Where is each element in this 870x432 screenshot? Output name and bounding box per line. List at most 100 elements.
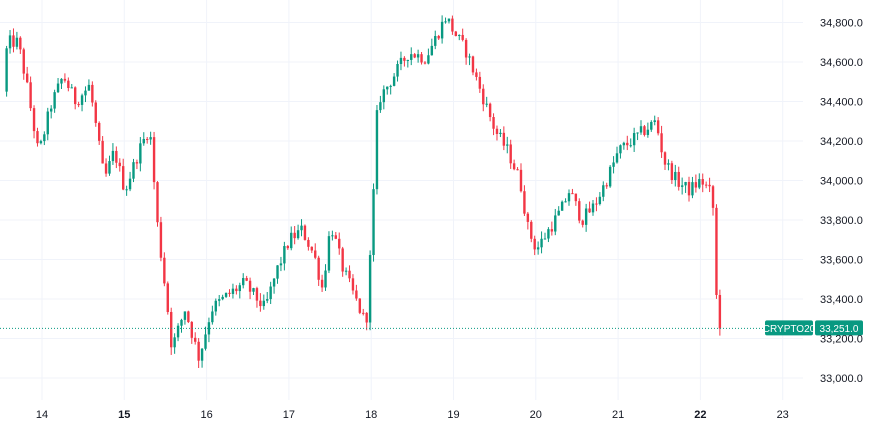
x-tick-label: 15 xyxy=(118,409,130,421)
candle-body xyxy=(382,89,386,103)
candle-body xyxy=(125,189,128,191)
candle-body xyxy=(403,57,406,61)
candle-body xyxy=(170,311,173,348)
candle-body xyxy=(485,103,488,105)
candle-body xyxy=(581,220,584,225)
candle-body xyxy=(667,163,670,165)
candle-body xyxy=(173,337,176,348)
candle-body xyxy=(320,279,324,288)
candle-body xyxy=(279,263,283,266)
candle-body xyxy=(543,238,547,240)
candle-body xyxy=(420,54,423,63)
candle-body xyxy=(523,191,526,214)
candle-body xyxy=(36,131,39,144)
candle-body xyxy=(22,49,25,74)
candle-body xyxy=(49,108,53,112)
candle-body xyxy=(547,229,550,239)
candle-body xyxy=(77,104,80,106)
candle-body xyxy=(643,126,646,135)
x-tick-label: 19 xyxy=(447,409,459,421)
candle-body xyxy=(355,290,358,299)
candle-body xyxy=(584,208,588,225)
candle-body xyxy=(8,35,12,49)
candle-body xyxy=(97,122,101,141)
candle-body xyxy=(207,322,211,335)
candle-body xyxy=(622,142,626,146)
x-tick-label: 21 xyxy=(612,409,624,421)
candle-body xyxy=(694,182,698,188)
candle-body xyxy=(324,270,327,288)
candle-body xyxy=(626,142,629,146)
candle-body xyxy=(499,132,502,134)
y-tick-label: 34,000.0 xyxy=(820,176,863,188)
candle-body xyxy=(300,225,303,231)
candle-body xyxy=(437,35,440,39)
candle-body xyxy=(413,54,416,58)
candle-body xyxy=(478,76,482,89)
candle-body xyxy=(139,143,142,164)
candle-body xyxy=(430,45,434,56)
candle-body xyxy=(25,73,29,83)
candle-body xyxy=(687,181,691,196)
candle-body xyxy=(639,126,643,133)
y-tick-label: 33,400.0 xyxy=(820,294,863,306)
candle-body xyxy=(427,55,430,64)
candle-body xyxy=(663,152,667,165)
candle-body xyxy=(646,129,650,135)
candle-body xyxy=(108,161,111,174)
candle-body xyxy=(135,162,139,164)
candle-body xyxy=(142,138,145,144)
candle-body xyxy=(29,82,32,109)
candle-body xyxy=(180,319,183,326)
candle-body xyxy=(677,171,680,187)
time-axis[interactable]: 14 15 16 17 18 19 20 21 22 23 xyxy=(36,409,789,421)
candle-body xyxy=(434,35,437,46)
y-tick-label: 34,800.0 xyxy=(820,18,863,30)
x-tick-label: 20 xyxy=(530,409,542,421)
candle-body xyxy=(475,72,478,77)
candle-body xyxy=(262,300,265,307)
y-tick-label: 33,200.0 xyxy=(820,334,863,346)
x-tick-label: 22 xyxy=(694,409,706,421)
candle-body xyxy=(238,285,241,292)
candle-body xyxy=(447,18,451,22)
symbol-tag xyxy=(765,320,813,336)
y-tick-label: 34,400.0 xyxy=(820,97,863,109)
candle-body xyxy=(73,87,77,105)
candle-body xyxy=(94,102,97,123)
candle-body xyxy=(341,248,344,272)
candle-body xyxy=(629,145,632,147)
candle-body xyxy=(351,278,355,291)
candle-body xyxy=(5,48,8,92)
candle-body xyxy=(80,95,84,105)
candle-body xyxy=(338,238,341,249)
candle-body xyxy=(718,294,722,329)
candle-body xyxy=(194,337,197,342)
candle-body xyxy=(221,296,224,300)
candle-body xyxy=(163,257,166,284)
candle-body xyxy=(283,246,286,264)
x-tick-label: 17 xyxy=(283,409,295,421)
candle-body xyxy=(444,21,447,23)
candle-body xyxy=(619,145,622,154)
candle-body xyxy=(698,179,701,188)
candle-body xyxy=(91,84,94,103)
candle-body xyxy=(368,255,372,323)
last-price-tag xyxy=(815,320,863,336)
candle-body xyxy=(650,121,653,130)
candle-body xyxy=(146,138,149,140)
candle-body xyxy=(458,34,461,37)
candle-body xyxy=(358,298,362,313)
candle-body xyxy=(578,201,581,221)
candle-body xyxy=(276,265,279,279)
candle-body xyxy=(218,299,221,301)
candle-body xyxy=(176,325,180,338)
candle-body xyxy=(674,171,677,181)
candle-body xyxy=(471,56,475,73)
candle-body xyxy=(224,292,228,297)
price-axis[interactable]: 33,000.0 33,200.0 33,400.0 33,600.0 33,800.0… xyxy=(820,18,863,386)
candle-body xyxy=(190,322,193,338)
symbol-tag-label: CRYPTO20 xyxy=(763,324,816,335)
